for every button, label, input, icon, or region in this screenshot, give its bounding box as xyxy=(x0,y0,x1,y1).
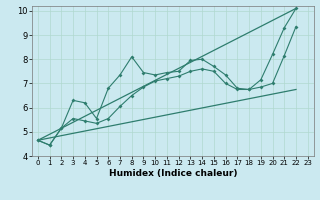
X-axis label: Humidex (Indice chaleur): Humidex (Indice chaleur) xyxy=(108,169,237,178)
